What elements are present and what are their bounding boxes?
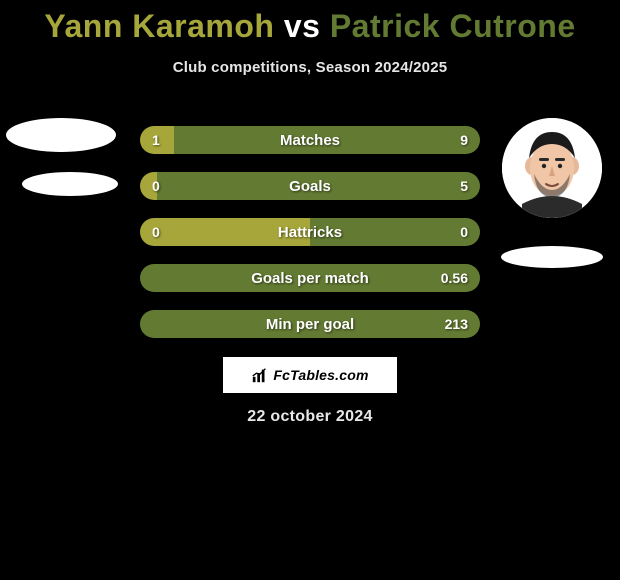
stat-row: 00Hattricks: [140, 218, 480, 246]
season-subtitle: Club competitions, Season 2024/2025: [0, 59, 620, 76]
stat-left-value: 1: [152, 126, 160, 154]
vs-text: vs: [284, 8, 321, 44]
player1-club-logo-placeholder: [22, 172, 118, 196]
stat-bars: 19Matches05Goals00Hattricks0.56Goals per…: [140, 126, 480, 356]
avatar-icon: [502, 118, 602, 218]
stat-bar-right: [140, 264, 480, 292]
branding-box: FcTables.com: [222, 356, 398, 394]
stat-left-value: 0: [152, 218, 160, 246]
stat-bar-left: [140, 218, 310, 246]
bar-chart-icon: [251, 366, 269, 384]
stat-right-value: 213: [445, 310, 468, 338]
stat-row: 05Goals: [140, 172, 480, 200]
player2-name: Patrick Cutrone: [330, 8, 576, 44]
snapshot-date: 22 october 2024: [0, 408, 620, 426]
stat-row: 19Matches: [140, 126, 480, 154]
stat-bar-right: [140, 310, 480, 338]
stat-right-value: 5: [460, 172, 468, 200]
stat-bar-right: [310, 218, 480, 246]
stat-bar-right: [174, 126, 480, 154]
stat-right-value: 0.56: [441, 264, 468, 292]
stat-row: 0.56Goals per match: [140, 264, 480, 292]
stat-right-value: 0: [460, 218, 468, 246]
branding-text: FcTables.com: [273, 367, 368, 383]
player2-column: [492, 118, 612, 268]
comparison-title: Yann Karamoh vs Patrick Cutrone: [0, 0, 620, 45]
player1-column: [0, 112, 130, 196]
player1-name: Yann Karamoh: [44, 8, 274, 44]
player1-photo-placeholder: [6, 118, 116, 152]
stat-row: 213Min per goal: [140, 310, 480, 338]
stat-left-value: 0: [152, 172, 160, 200]
player2-club-logo-placeholder: [501, 246, 603, 268]
stat-right-value: 9: [460, 126, 468, 154]
player2-photo: [502, 118, 602, 218]
stat-bar-right: [157, 172, 480, 200]
